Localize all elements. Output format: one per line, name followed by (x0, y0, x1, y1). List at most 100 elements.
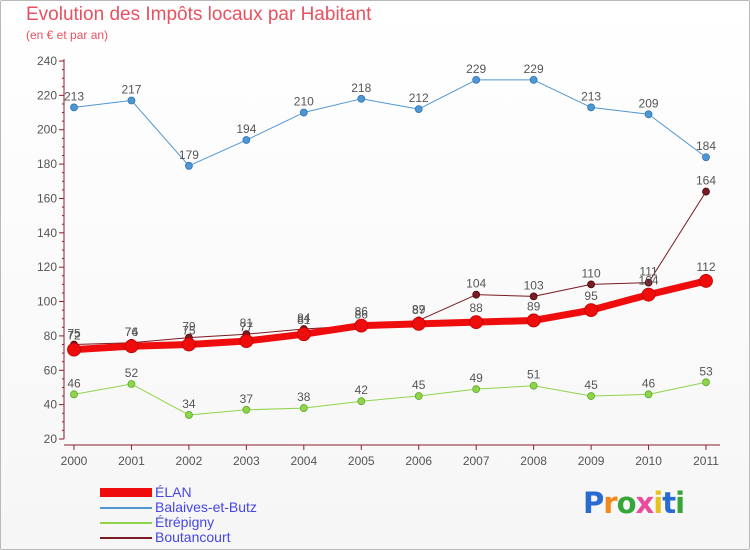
data-label-etrepigny: 38 (297, 390, 311, 404)
y-tick-label: 80 (44, 329, 58, 343)
data-point-elan (699, 274, 713, 288)
x-tick-label: 2005 (348, 454, 375, 468)
legend-swatch-boutancourt (100, 537, 152, 539)
data-point-etrepigny (644, 390, 653, 399)
y-tick-label: 60 (44, 363, 58, 377)
data-label-etrepigny: 37 (240, 392, 254, 406)
data-point-etrepigny (414, 392, 423, 400)
y-tick-label: 180 (37, 157, 57, 171)
data-label-elan: 77 (240, 320, 254, 334)
legend-item-boutancourt: Boutancourt (100, 529, 360, 546)
data-label-boutancourt: 104 (466, 277, 486, 291)
y-tick-label: 200 (37, 123, 57, 137)
data-point-etrepigny (587, 392, 595, 400)
y-tick-label: 160 (37, 191, 57, 205)
data-label-etrepigny: 51 (527, 368, 541, 382)
data-label-etrepigny: 45 (412, 378, 426, 392)
data-label-etrepigny: 46 (642, 376, 656, 390)
data-point-balaives-et-butz (644, 110, 653, 119)
data-point-balaives-et-butz (127, 96, 136, 105)
data-label-elan: 74 (125, 325, 139, 339)
data-point-elan (182, 337, 196, 352)
legend-item-elan: ÉLAN (100, 484, 360, 501)
data-label-etrepigny: 46 (67, 376, 81, 390)
series-line-etrepigny (73, 381, 707, 416)
data-label-elan: 87 (412, 303, 426, 317)
logo-letter: P (583, 486, 604, 520)
data-label-balaives-et-butz: 229 (524, 62, 544, 76)
legend: ÉLAN Balaives-et-Butz Étrépigny Boutanco… (100, 484, 360, 546)
data-point-balaives-et-butz (299, 108, 308, 117)
data-point-elan (641, 287, 656, 302)
legend-label-balaives-et-butz: Balaives-et-Butz (155, 499, 257, 515)
y-tick-label: 40 (44, 398, 58, 412)
proxiti-logo: Proxiti (583, 486, 685, 520)
x-tick-label: 2009 (578, 454, 605, 468)
data-label-balaives-et-butz: 209 (639, 96, 659, 110)
data-point-elan (67, 342, 81, 357)
data-point-elan (354, 318, 369, 333)
data-point-balaives-et-butz (185, 161, 193, 170)
data-point-elan (239, 334, 254, 348)
data-point-elan (469, 315, 484, 330)
data-label-balaives-et-butz: 184 (696, 139, 716, 153)
data-label-boutancourt: 84 (297, 311, 311, 325)
data-label-balaives-et-butz: 212 (409, 91, 429, 105)
x-tick-label: 2000 (61, 454, 88, 468)
data-point-balaives-et-butz (242, 136, 251, 144)
y-tick-label: 220 (37, 88, 57, 102)
data-label-elan: 89 (527, 299, 541, 313)
data-label-etrepigny: 45 (584, 378, 598, 392)
legend-item-etrepigny: Étrépigny (100, 515, 360, 531)
data-label-balaives-et-butz: 213 (581, 89, 601, 103)
x-tick-label: 2004 (290, 454, 317, 468)
data-label-balaives-et-butz: 217 (121, 83, 141, 97)
data-point-etrepigny (702, 378, 710, 387)
logo-letter: t (662, 486, 676, 520)
data-point-elan (526, 313, 541, 328)
data-point-boutancourt (587, 280, 595, 289)
data-point-balaives-et-butz (357, 94, 366, 103)
legend-label-boutancourt: Boutancourt (155, 529, 231, 545)
data-label-elan: 104 (639, 274, 659, 288)
legend-label-elan: ÉLAN (155, 484, 192, 500)
y-tick-label: 120 (37, 260, 57, 274)
legend-item-balaives-et-butz: Balaives-et-Butz (100, 499, 360, 516)
data-label-etrepigny: 52 (125, 366, 139, 380)
logo-letter: x (635, 486, 655, 520)
y-tick-label: 240 (37, 54, 57, 68)
data-label-boutancourt: 89 (412, 302, 426, 316)
data-label-boutancourt: 103 (524, 278, 544, 292)
data-point-boutancourt (702, 187, 710, 196)
data-label-etrepigny: 42 (355, 383, 369, 397)
data-label-balaives-et-butz: 229 (466, 62, 486, 76)
x-tick-label: 2002 (176, 454, 203, 468)
x-tick-label: 2011 (693, 454, 719, 468)
data-point-etrepigny (127, 380, 136, 388)
data-point-etrepigny (472, 385, 481, 394)
data-label-boutancourt: 164 (696, 174, 716, 188)
logo-letter: o (616, 486, 637, 520)
y-tick-label: 100 (37, 295, 57, 309)
data-label-balaives-et-butz: 194 (236, 122, 256, 136)
data-label-boutancourt: 76 (125, 325, 139, 339)
data-label-boutancourt: 110 (582, 266, 601, 280)
data-label-balaives-et-butz: 213 (64, 89, 84, 103)
data-label-boutancourt: 81 (240, 316, 254, 330)
logo-letter: i (675, 486, 685, 520)
data-point-etrepigny (529, 381, 538, 390)
y-tick-label: 20 (44, 432, 58, 446)
data-point-balaives-et-butz (472, 76, 481, 84)
series-line-balaives-et-butz (73, 79, 707, 167)
data-label-elan: 88 (470, 301, 484, 315)
x-tick-label: 2006 (405, 454, 432, 468)
data-label-boutancourt: 86 (355, 308, 369, 322)
data-point-balaives-et-butz (587, 103, 595, 112)
data-label-boutancourt: 79 (182, 320, 196, 334)
data-point-elan (584, 303, 598, 318)
data-label-etrepigny: 34 (182, 397, 196, 411)
data-point-balaives-et-butz (70, 103, 78, 112)
x-tick-label: 2007 (463, 454, 490, 468)
data-point-boutancourt (529, 292, 538, 301)
